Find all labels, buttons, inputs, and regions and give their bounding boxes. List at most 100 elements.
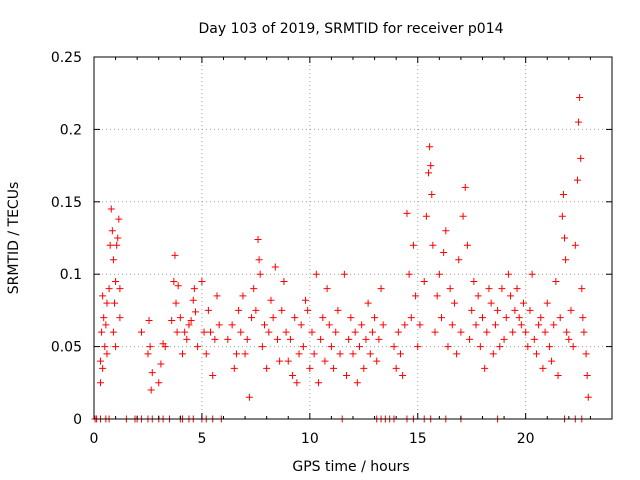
data-point <box>580 328 588 336</box>
data-point <box>289 372 297 380</box>
x-tick-label: 15 <box>409 431 427 447</box>
data-point <box>308 328 316 336</box>
data-point <box>187 317 195 325</box>
data-point <box>213 292 221 300</box>
data-point <box>273 335 281 343</box>
data-point <box>453 350 461 358</box>
data-point <box>444 343 452 351</box>
data-point <box>112 343 120 351</box>
data-point <box>476 343 484 351</box>
data-point <box>261 321 269 329</box>
data-point <box>541 328 549 336</box>
data-point <box>428 191 436 199</box>
data-point <box>535 321 543 329</box>
data-point <box>539 364 547 372</box>
y-tick-label: 0 <box>73 412 82 428</box>
data-point <box>569 343 577 351</box>
data-point <box>113 241 121 249</box>
data-point <box>446 285 454 293</box>
data-point <box>297 321 305 329</box>
data-point <box>200 328 208 336</box>
data-point <box>98 328 106 336</box>
data-point <box>457 328 465 336</box>
data-point <box>403 209 411 217</box>
data-point <box>171 251 179 259</box>
data-point <box>429 241 437 249</box>
data-point <box>255 256 263 264</box>
data-point <box>181 328 189 336</box>
data-point <box>306 364 314 372</box>
data-point <box>102 321 110 329</box>
data-point <box>440 248 448 256</box>
data-point <box>237 328 245 336</box>
data-point <box>109 328 117 336</box>
plot-frame <box>93 56 613 420</box>
data-point <box>323 285 331 293</box>
data-point <box>578 285 586 293</box>
data-point <box>112 277 120 285</box>
data-point <box>280 277 288 285</box>
data-point <box>207 328 215 336</box>
data-point <box>554 372 562 380</box>
data-point <box>145 317 153 325</box>
data-point <box>562 256 570 264</box>
data-point <box>330 364 338 372</box>
data-point <box>552 277 560 285</box>
data-point <box>189 296 197 304</box>
data-point <box>146 343 154 351</box>
data-point <box>302 296 310 304</box>
data-point <box>252 306 260 314</box>
data-point <box>550 321 558 329</box>
data-point <box>511 306 519 314</box>
data-point <box>498 285 506 293</box>
data-point <box>401 321 409 329</box>
data-point <box>548 357 556 365</box>
data-point <box>107 205 115 213</box>
data-point <box>425 169 433 177</box>
data-point <box>248 314 256 322</box>
data-point <box>360 364 368 372</box>
data-point <box>99 292 107 300</box>
data-point <box>230 364 238 372</box>
data-point <box>407 314 415 322</box>
y-tick-labels: 0 0.05 0.1 0.15 0.2 0.25 <box>51 50 82 428</box>
data-point <box>556 314 564 322</box>
data-point <box>211 335 219 343</box>
data-point <box>437 314 445 322</box>
data-point <box>577 154 585 162</box>
data-point <box>173 328 181 336</box>
data-point <box>334 306 342 314</box>
data-point <box>250 285 258 293</box>
data-point <box>412 292 420 300</box>
data-point <box>364 299 372 307</box>
data-point <box>575 118 583 126</box>
data-point <box>241 350 249 358</box>
data-point <box>168 317 176 325</box>
data-point <box>543 299 551 307</box>
data-point <box>567 306 575 314</box>
data-point <box>271 263 279 271</box>
data-point <box>409 241 417 249</box>
data-point <box>470 277 478 285</box>
data-point <box>278 306 286 314</box>
data-point <box>483 328 491 336</box>
data-point <box>258 343 266 351</box>
data-point <box>147 386 155 394</box>
data-point <box>267 296 275 304</box>
data-point <box>178 350 186 358</box>
data-point <box>224 335 232 343</box>
y-tick-label: 0.05 <box>51 340 82 356</box>
data-point <box>481 364 489 372</box>
data-point <box>314 379 322 387</box>
data-point <box>463 241 471 249</box>
data-point <box>96 379 104 387</box>
data-point <box>399 372 407 380</box>
data-point <box>379 321 387 329</box>
x-tick-label: 5 <box>197 431 206 447</box>
data-point <box>321 357 329 365</box>
data-point <box>295 350 303 358</box>
data-point <box>507 292 515 300</box>
data-point <box>522 328 530 336</box>
data-point <box>105 285 113 293</box>
data-point <box>353 379 361 387</box>
